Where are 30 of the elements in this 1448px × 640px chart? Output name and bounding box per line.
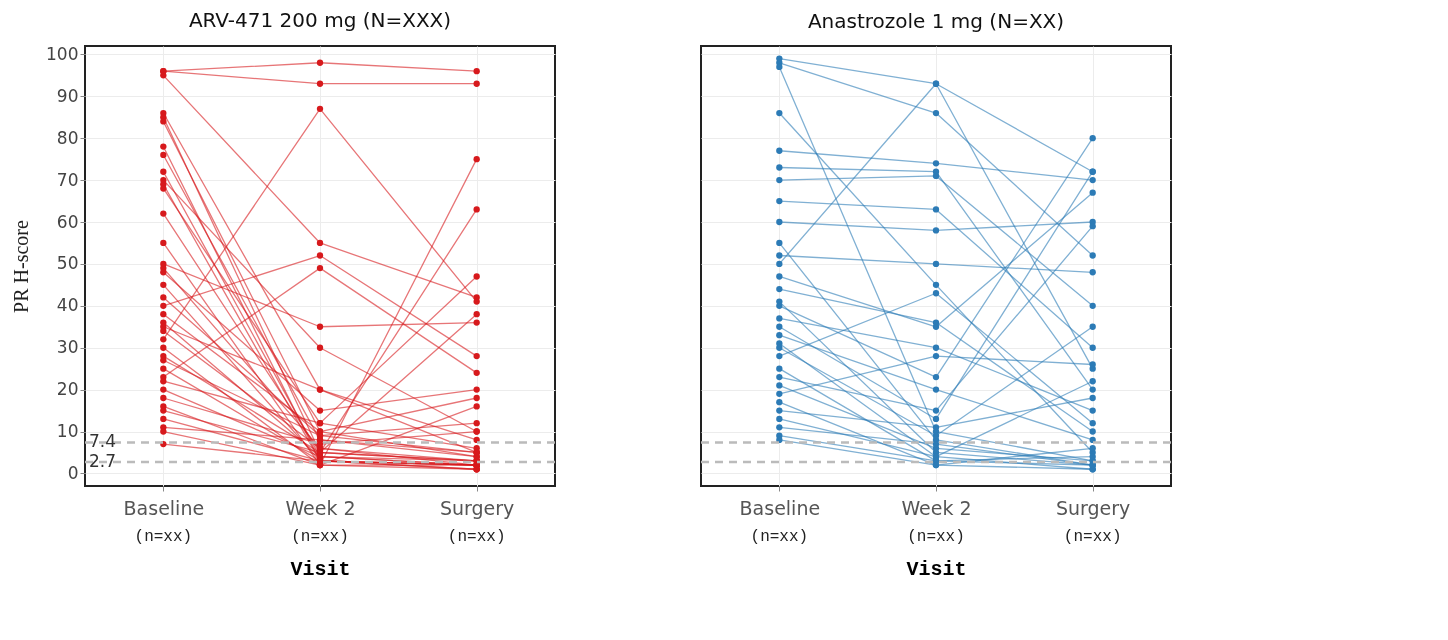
x-tick-label: Baseline: [123, 496, 205, 519]
y-tick-label: 0: [67, 462, 79, 483]
text: (n=xx): [1063, 528, 1122, 546]
y-tick-label: 60: [56, 211, 79, 232]
x-axis-title: Visit: [290, 557, 351, 581]
y-tick-label: 10: [56, 421, 79, 442]
y-axis-title: PR H-score: [10, 220, 33, 313]
y-tick-label: 40: [56, 295, 79, 316]
y-tick-label: 80: [56, 127, 79, 148]
text: (n=xx): [447, 528, 506, 546]
x-tick-label: Baseline: [739, 496, 821, 519]
ref-line-label: 7.4: [89, 431, 117, 452]
y-tick-label: 100: [46, 43, 79, 64]
chart-title: ARV-471 200 mg (N=XXX): [188, 8, 452, 33]
x-tick-label: Week 2: [285, 496, 356, 519]
chart-title: Anastrozole 1 mg (N=XX): [807, 9, 1065, 33]
y-tick-label: 20: [56, 379, 79, 400]
y-tick-label: 50: [56, 253, 79, 274]
text: (n=xx): [907, 528, 965, 546]
x-tick-label: Week 2: [901, 496, 972, 519]
text: (n=xx): [134, 528, 193, 546]
text: (n=xx): [750, 528, 809, 546]
y-tick-label: 70: [56, 169, 79, 190]
x-tick-label: Surgery: [1055, 496, 1131, 519]
x-axis-title: Visit: [906, 557, 967, 581]
text: (n=xx): [291, 528, 349, 546]
y-tick-label: 30: [56, 337, 79, 358]
y-tick-label: 90: [56, 85, 79, 106]
ref-line-label: 2.7: [89, 451, 117, 472]
x-tick-label: Surgery: [439, 496, 515, 519]
